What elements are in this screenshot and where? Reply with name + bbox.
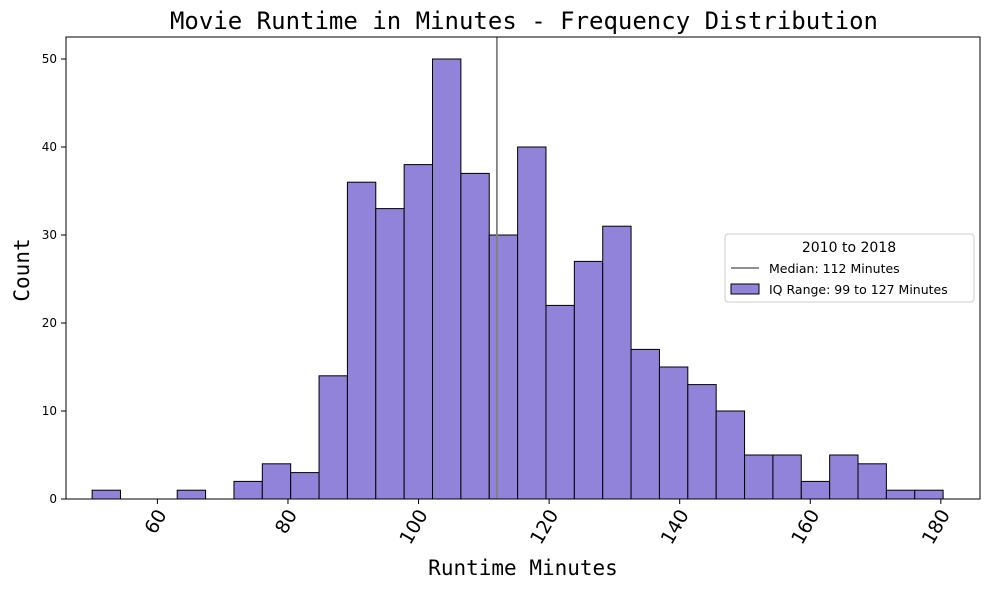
y-axis-label: Count — [10, 238, 34, 301]
plot-frame — [65, 36, 981, 500]
legend: 2010 to 2018 Median: 112 Minutes IQ Rang… — [724, 233, 975, 303]
histogram-bar — [658, 366, 689, 500]
x-tick-label: 60 — [140, 506, 171, 538]
y-tick-label: 0 — [49, 492, 57, 506]
histogram-bar — [602, 225, 632, 500]
y-tick-label: 30 — [42, 228, 57, 242]
legend-iqr-swatch — [730, 283, 760, 295]
histogram-bar — [318, 375, 348, 500]
histogram-bar — [914, 489, 944, 500]
legend-iqr-label: IQ Range: 99 to 127 Minutes — [769, 282, 948, 297]
x-tick-label: 100 — [395, 506, 432, 548]
x-tick-label: 180 — [918, 506, 955, 548]
y-tick-label: 40 — [42, 140, 57, 154]
histogram-bar — [630, 348, 660, 500]
histogram-bar — [460, 172, 490, 500]
histogram-bar — [772, 454, 802, 500]
y-axis-ticks: 0 10 20 30 40 50 — [42, 52, 66, 506]
chart-title: Movie Runtime in Minutes - Frequency Dis… — [170, 7, 878, 35]
histogram-bar — [403, 164, 434, 500]
x-tick-label: 160 — [787, 506, 824, 548]
histogram-bar — [488, 234, 519, 500]
histogram-bar — [346, 181, 377, 500]
x-tick-label: 140 — [657, 506, 694, 548]
histogram-bar — [573, 260, 604, 500]
histogram-bar — [176, 489, 207, 500]
histogram-bar — [744, 454, 774, 500]
histogram-bar — [885, 489, 916, 500]
x-axis-label: Runtime Minutes — [428, 556, 618, 580]
histogram-bar — [375, 208, 405, 500]
y-tick-label: 50 — [42, 52, 57, 66]
y-tick-label: 20 — [42, 316, 57, 330]
histogram-bar — [261, 463, 292, 500]
bars-group — [91, 58, 944, 500]
legend-median-label: Median: 112 Minutes — [769, 261, 900, 276]
legend-title: 2010 to 2018 — [802, 240, 896, 256]
histogram-bar — [233, 480, 263, 500]
histogram-bar — [517, 146, 547, 500]
legend-box — [724, 233, 975, 303]
histogram-bar — [800, 480, 831, 500]
histogram-bar — [91, 489, 121, 500]
histogram-bar — [432, 58, 462, 500]
x-tick-label: 80 — [271, 506, 302, 538]
histogram-bar — [545, 304, 575, 500]
histogram-bar — [857, 463, 887, 500]
x-tick-label: 120 — [526, 506, 563, 548]
y-tick-label: 10 — [42, 404, 57, 418]
histogram-bar — [290, 472, 320, 500]
histogram-bar — [687, 384, 717, 500]
histogram-bar — [715, 410, 746, 500]
x-axis-ticks: 60 80 100 120 140 160 180 — [140, 499, 955, 548]
histogram-bar — [829, 454, 859, 500]
